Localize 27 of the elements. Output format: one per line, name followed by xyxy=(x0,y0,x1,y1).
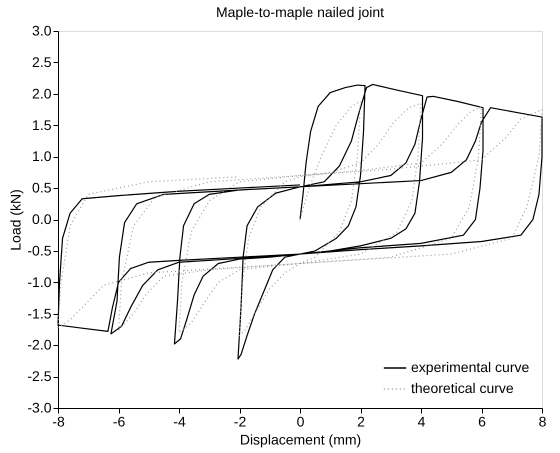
y-tick-label: -1.5 xyxy=(27,305,52,322)
x-tick-label: -6 xyxy=(112,414,126,430)
x-tick-label: -8 xyxy=(52,414,65,430)
x-tick-label: -4 xyxy=(173,414,186,430)
y-tick-label: -2.0 xyxy=(27,336,52,353)
x-tick-label: 2 xyxy=(357,414,366,430)
y-tick-label: -1.0 xyxy=(27,274,52,290)
y-tick-label: 0.0 xyxy=(32,211,52,227)
x-tick-label: 6 xyxy=(478,414,486,430)
y-tick-label: 2.0 xyxy=(32,85,52,102)
x-axis-title: Displacement (mm) xyxy=(240,432,362,448)
legend-label: experimental curve xyxy=(411,359,530,375)
y-axis-title: Load (kN) xyxy=(7,189,24,251)
y-tick-label: 0.5 xyxy=(32,180,52,196)
x-tick-label: 8 xyxy=(538,414,547,430)
chart-title: Maple-to-maple nailed joint xyxy=(216,4,384,20)
y-tick-label: 1.0 xyxy=(32,148,52,164)
x-tick-label: -2 xyxy=(234,414,246,430)
y-tick-label: -3.0 xyxy=(27,400,52,416)
y-tick-label: 3.0 xyxy=(32,22,52,38)
y-tick-label: -2.5 xyxy=(27,368,52,384)
x-tick-label: 4 xyxy=(418,414,426,430)
legend-label: theoretical curve xyxy=(411,380,514,396)
y-tick-label: 2.5 xyxy=(32,54,52,70)
x-tick-label: 0 xyxy=(296,414,305,430)
y-tick-label: -0.5 xyxy=(27,242,52,258)
y-tick-label: 1.5 xyxy=(32,116,52,133)
